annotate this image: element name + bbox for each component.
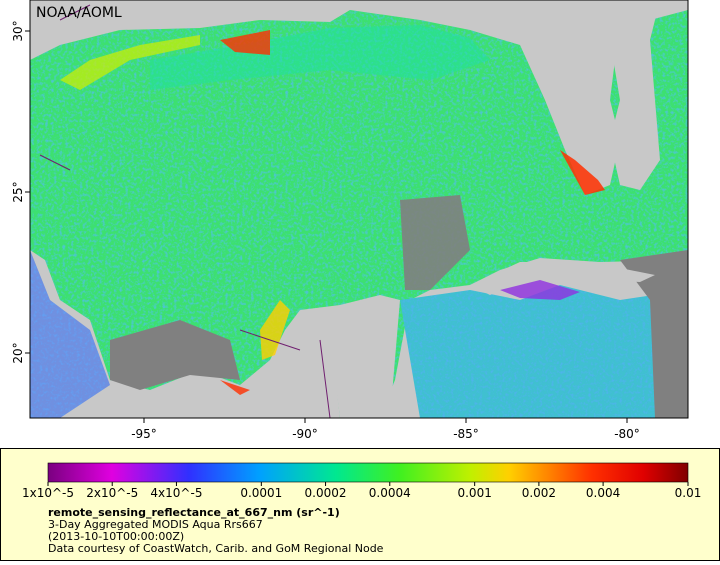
map-frame bbox=[29, 0, 689, 419]
colorbar-tick-label: 2x10^-5 bbox=[86, 486, 138, 500]
no-data bbox=[620, 250, 688, 418]
ocean-data bbox=[30, 10, 688, 418]
colorbar-tick-label: 0.004 bbox=[586, 486, 620, 500]
credit: NOAA/AOML bbox=[36, 5, 122, 21]
yucatan-land bbox=[300, 295, 400, 418]
coastal-water bbox=[500, 280, 580, 300]
lat-tick-label: 30° bbox=[11, 20, 25, 41]
lon-tick-label: -95° bbox=[131, 427, 157, 441]
colorbar-tick-label: 0.0001 bbox=[240, 486, 282, 500]
colorbar-tick-label: 0.01 bbox=[675, 486, 702, 500]
colorbar-tick-label: 0.0004 bbox=[369, 486, 411, 500]
map-image bbox=[30, 0, 688, 418]
lon-tick-label: -80° bbox=[614, 427, 640, 441]
lon-tick-label: -90° bbox=[292, 427, 318, 441]
florida-land bbox=[470, 0, 660, 190]
colorbar-tick-label: 0.002 bbox=[522, 486, 556, 500]
legend-line: Data courtesy of CoastWatch, Carib. and … bbox=[48, 542, 384, 555]
colorbar-tick-label: 0.0002 bbox=[305, 486, 347, 500]
no-data bbox=[110, 320, 240, 390]
coastal-water bbox=[220, 30, 270, 55]
legend-title: remote_sensing_reflectance_at_667_nm (sr… bbox=[48, 506, 340, 519]
colorbar bbox=[47, 462, 689, 483]
legend-line: 3-Day Aggregated MODIS Aqua Rrs667 bbox=[48, 518, 263, 531]
colorbar-tick-label: 4x10^-5 bbox=[150, 486, 202, 500]
colorbar-tick-label: 0.001 bbox=[457, 486, 491, 500]
legend-line: (2013-10-10T00:00:00Z) bbox=[48, 530, 184, 543]
borders bbox=[39, 4, 331, 418]
cuba-land bbox=[470, 262, 655, 295]
coastal-water bbox=[560, 150, 605, 195]
coastal-water bbox=[60, 35, 200, 90]
shelf-water bbox=[150, 25, 490, 90]
coastal-water bbox=[220, 380, 250, 395]
coastal-water bbox=[260, 300, 290, 360]
lat-tick-label: 20° bbox=[11, 342, 25, 363]
us-land bbox=[30, 0, 330, 50]
no-data bbox=[400, 195, 470, 290]
colorbar-tick-label: 1x10^-5 bbox=[22, 486, 74, 500]
lat-tick-label: 25° bbox=[11, 181, 25, 202]
lon-tick-label: -85° bbox=[453, 427, 479, 441]
